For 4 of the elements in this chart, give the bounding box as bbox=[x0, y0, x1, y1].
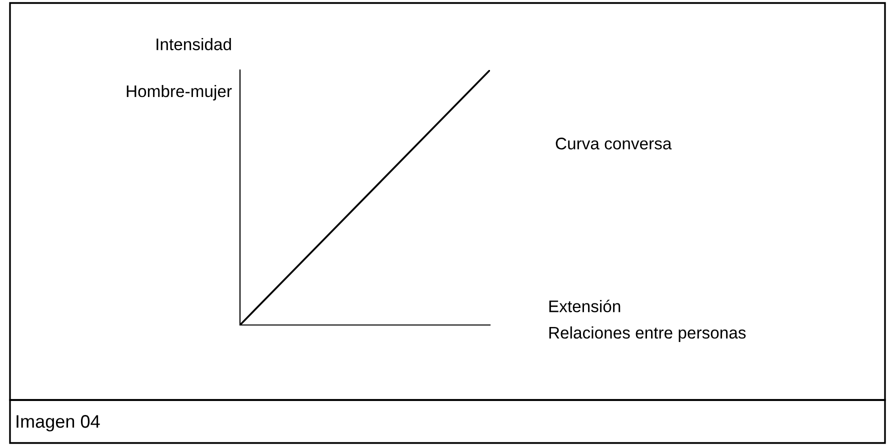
text: Imagen 04 bbox=[16, 415, 100, 432]
x-axis-title: Extensión Relaciones entre personas bbox=[549, 300, 746, 342]
annotation: Curva conversa bbox=[556, 138, 672, 150]
text: Intensidad Hombre-mujer bbox=[126, 38, 232, 100]
